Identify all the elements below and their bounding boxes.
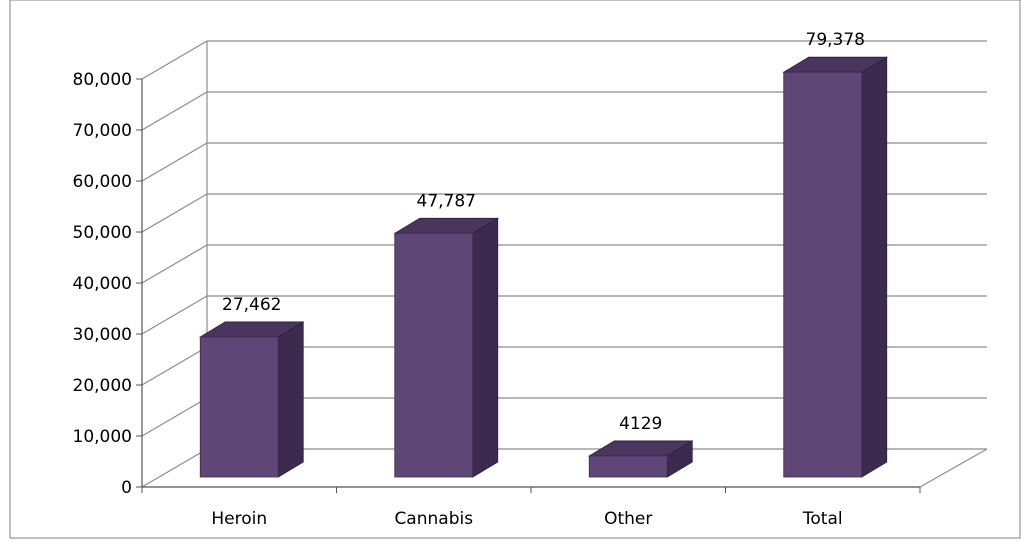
labels: 0 10,000 20,000 30,000 40,000 50,000 60,000 70,… (73, 30, 865, 529)
axes (136, 41, 988, 493)
data-label: 27,462 (222, 295, 281, 315)
bars (198, 56, 889, 478)
wall-gridline (141, 295, 208, 335)
x-category-label: Other (604, 509, 652, 529)
bar-front (199, 336, 279, 478)
wall-gridline (141, 91, 208, 131)
y-tick-label: 0 (121, 478, 132, 498)
data-label: 4129 (619, 414, 662, 434)
wall-gridline (141, 142, 208, 182)
y-tick-label: 10,000 (73, 427, 132, 447)
wall-gridline (141, 346, 208, 386)
y-tick-label: 30,000 (73, 325, 132, 345)
y-tick-label: 70,000 (73, 121, 132, 141)
x-category-label: Total (802, 509, 843, 529)
wall-gridline (141, 448, 208, 488)
y-tick-label: 50,000 (73, 223, 132, 243)
x-category-label: Heroin (211, 509, 267, 529)
bar-cannabis (393, 217, 500, 478)
bar-front (783, 71, 863, 478)
data-label: 79,378 (806, 30, 865, 50)
bar-heroin (198, 321, 305, 478)
data-label: 47,787 (417, 191, 476, 211)
bar-front (588, 455, 668, 478)
wall-gridline (141, 193, 208, 233)
y-tick-label: 80,000 (73, 70, 132, 90)
bar-side (861, 56, 888, 478)
y-tick-label: 20,000 (73, 376, 132, 396)
y-tick-label: 60,000 (73, 172, 132, 192)
x-category-label: Cannabis (394, 509, 473, 529)
bar-total (782, 56, 889, 478)
bar-other (587, 440, 694, 478)
bar-side (472, 217, 499, 478)
bar-front (394, 232, 474, 478)
bar-side (277, 321, 304, 478)
floor-right-edge (919, 448, 988, 488)
wall-gridline (141, 244, 208, 284)
wall-gridline (141, 40, 208, 80)
y-tick-label: 40,000 (73, 274, 132, 294)
wall-gridline (141, 397, 208, 437)
